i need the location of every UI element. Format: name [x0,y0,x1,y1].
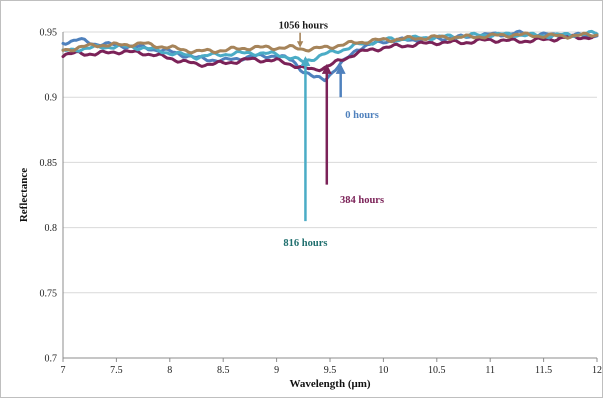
y-tick-label: 0.85 [40,158,58,169]
x-tick-label: 8 [167,365,172,376]
series-line-816-hours [61,29,599,64]
y-tick-label: 0.7 [45,354,58,365]
x-tick-label: 12 [592,365,602,376]
y-tick-label: 0.95 [40,28,58,39]
annotation-label: 816 hours [283,238,327,249]
x-tick-label: 7 [61,365,66,376]
series-line-1056-hours [61,31,599,55]
axes: 0.7 0.75 0.8 0.85 0.9 0.95 7 7.5 8 8.5 9 9.5 10 10.5 1… [40,28,603,377]
y-tick-label: 0.8 [45,223,58,234]
annotation-label: 0 hours [345,110,379,121]
x-axis-title: Wavelength (μm) [289,378,370,390]
x-tick-label: 10 [378,365,388,376]
x-tick-label: 11.5 [535,365,552,376]
y-tick-label: 0.75 [40,288,58,299]
annotation-label: 384 hours [340,195,384,206]
x-tick-label: 10.5 [428,365,446,376]
y-axis-title: Reflectance [18,168,30,222]
series-line-384-hours [61,33,599,73]
x-tick-label: 8.5 [217,365,230,376]
y-tick-label: 0.9 [45,93,58,104]
x-tick-label: 9.5 [324,365,337,376]
x-tick-label: 11 [485,365,495,376]
annotations: 1056 hours 0 hours 384 hours 816 hours [279,21,384,249]
x-tick-label: 9 [274,365,279,376]
gridlines [63,31,597,359]
x-tick-label: 7.5 [110,365,123,376]
series-lines [61,29,599,83]
annotation-label: 1056 hours [279,21,328,32]
